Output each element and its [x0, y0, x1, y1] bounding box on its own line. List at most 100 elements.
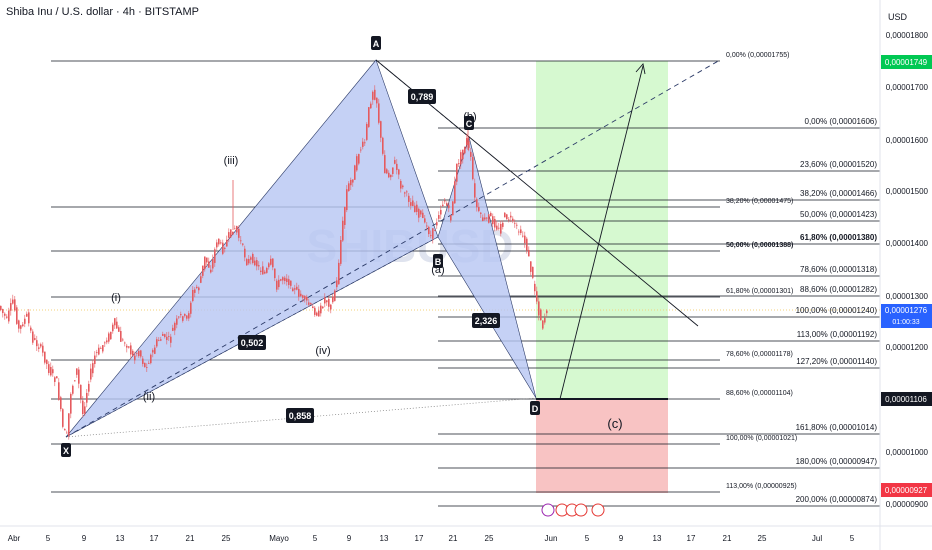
fib-level-label: 88,60% (0,00001282) — [800, 285, 877, 294]
last-price-tag-bg — [881, 304, 932, 328]
price-tick: 0,00001600 — [886, 136, 929, 145]
candle-body — [310, 303, 312, 305]
candle-body — [136, 352, 138, 354]
candle-body — [58, 382, 60, 400]
candle-body — [100, 347, 102, 349]
candle-body — [456, 163, 458, 182]
candle-body — [132, 350, 134, 356]
resistance-trendline — [375, 59, 699, 327]
candle-body — [396, 163, 398, 170]
chart-title: Shiba Inu / U.S. dollar · 4h · BITSTAMP — [6, 6, 199, 18]
candle-body — [4, 313, 6, 316]
candle-body — [276, 280, 278, 290]
candle-body — [48, 364, 50, 373]
time-tick: 25 — [222, 534, 231, 543]
candle-body — [68, 413, 70, 436]
candle-body — [64, 429, 66, 431]
ratio-bg — [238, 335, 266, 350]
candle-body — [528, 249, 530, 257]
candle-body — [390, 174, 392, 178]
ratio-bg — [286, 408, 314, 423]
candle-body — [18, 320, 20, 329]
time-tick: 21 — [186, 534, 195, 543]
candle-body — [84, 406, 86, 414]
time-tick: 25 — [758, 534, 767, 543]
candle-body — [416, 204, 418, 212]
candle-body — [148, 362, 150, 364]
candle-body — [376, 97, 378, 104]
candle-body — [474, 183, 476, 198]
candle-body — [102, 345, 104, 352]
candle-body — [226, 239, 228, 247]
candle-body — [278, 279, 280, 288]
candle-body — [172, 327, 174, 331]
candle-body — [334, 290, 336, 301]
candle-body — [436, 222, 438, 226]
candle-body — [16, 307, 18, 324]
candle-body — [210, 269, 212, 273]
time-tick: 21 — [723, 534, 732, 543]
candle-body — [184, 313, 186, 316]
entry-price-tag: 0,00001106 — [885, 395, 927, 404]
candle-body — [180, 314, 182, 316]
candle-body — [420, 210, 422, 215]
candle-body — [154, 347, 156, 354]
candle-body — [438, 215, 440, 219]
time-tick: 5 — [585, 534, 590, 543]
time-tick: Mayo — [269, 534, 289, 543]
candle-body — [198, 287, 200, 291]
fib-level-label: 38,20% (0,00001475) — [726, 198, 793, 205]
candle-body — [378, 103, 380, 123]
candle-body — [494, 218, 496, 228]
candle-body — [386, 169, 388, 174]
xab-triangle — [65, 59, 439, 438]
candle-body — [274, 268, 276, 279]
candle-body — [370, 103, 372, 109]
candle-body — [130, 345, 132, 355]
candle-body — [238, 228, 240, 238]
candle-body — [212, 259, 214, 269]
candle-body — [408, 195, 410, 202]
candle-body — [122, 339, 124, 341]
candle-body — [286, 278, 288, 283]
candle-body — [186, 315, 188, 319]
candle-body — [342, 220, 344, 241]
time-tick: Jun — [545, 534, 558, 543]
background-layer: SHIBUSD — [0, 61, 880, 493]
candle-body — [94, 355, 96, 365]
candle-body — [404, 192, 406, 194]
candle-body — [192, 290, 194, 302]
candle-body — [540, 309, 542, 321]
sl-price-tag-bg — [881, 483, 932, 497]
candle-body — [150, 354, 152, 364]
candle-body — [532, 266, 534, 278]
candle-body — [20, 325, 22, 329]
candle-body — [196, 286, 198, 288]
candle-body — [304, 296, 306, 300]
candle-body — [538, 301, 540, 316]
candle-body — [70, 393, 72, 414]
candle-body — [72, 385, 74, 394]
time-tick: 13 — [380, 534, 389, 543]
candle-body — [176, 318, 178, 325]
candle-body — [182, 316, 184, 321]
candle-body — [362, 141, 364, 147]
fib-level-label: 78,60% (0,00001178) — [726, 351, 793, 358]
candle-body — [166, 336, 168, 341]
candle-body — [354, 165, 356, 180]
candle-body — [336, 280, 338, 288]
candle-body — [290, 280, 292, 286]
fib-level-label: 0,00% (0,00001755) — [726, 52, 789, 59]
price-tick: 0,00001300 — [886, 292, 929, 301]
price-tick: 0,00001200 — [886, 343, 929, 352]
candle-body — [484, 217, 486, 220]
time-tick: 9 — [347, 534, 352, 543]
candle-body — [170, 336, 172, 343]
candle-body — [306, 296, 308, 301]
candle-body — [104, 342, 106, 344]
candle-body — [298, 288, 300, 297]
candle-body — [476, 199, 478, 208]
candle-body — [432, 228, 434, 239]
fib-level-label: 113,00% (0,00001192) — [797, 330, 878, 339]
